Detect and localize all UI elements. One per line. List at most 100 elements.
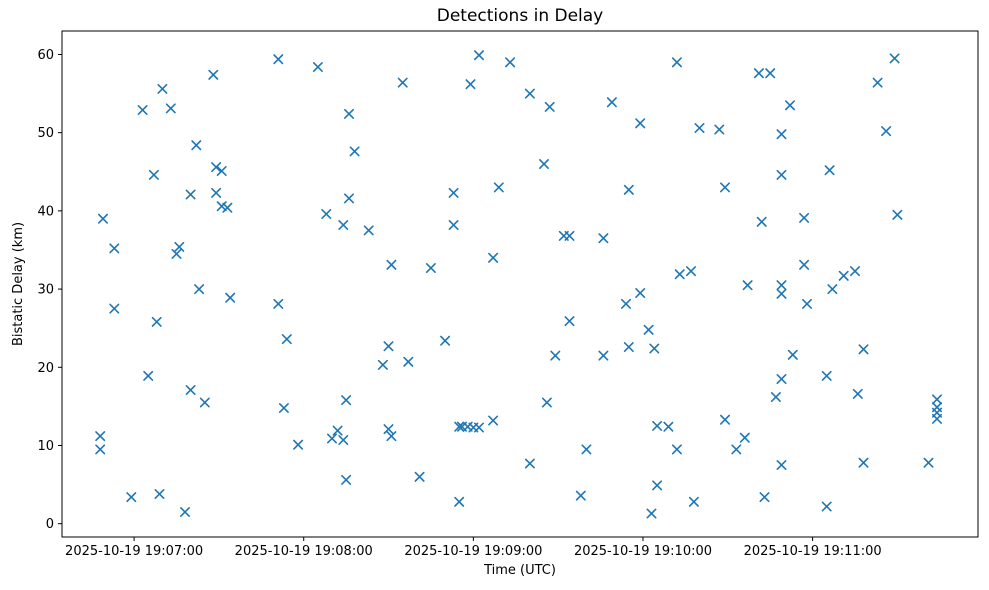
- data-point-marker: [414, 471, 425, 482]
- data-point-marker: [858, 344, 869, 355]
- x-axis-ticks: 2025-10-19 19:07:00 2025-10-19 19:08:00 20…: [65, 537, 882, 559]
- data-point-marker: [765, 68, 776, 79]
- y-tick-label: 30: [37, 283, 54, 298]
- data-point-marker: [95, 431, 106, 442]
- data-point-marker: [799, 212, 810, 223]
- data-point-marker: [776, 129, 787, 140]
- data-point-marker: [154, 489, 165, 499]
- data-point-marker: [881, 126, 892, 137]
- data-point-marker: [474, 422, 484, 433]
- data-point-marker: [208, 69, 219, 80]
- data-point-marker: [344, 193, 354, 204]
- x-axis-label: Time (UTC): [483, 563, 556, 578]
- data-point-marker: [646, 508, 657, 519]
- y-axis-ticks: 0 10 20 30 40 50 60: [37, 48, 62, 532]
- data-point-marker: [341, 395, 352, 406]
- data-points: [95, 50, 942, 519]
- data-point-marker: [349, 146, 360, 157]
- y-tick-label: 60: [37, 48, 54, 63]
- data-point-marker: [671, 57, 682, 68]
- data-point-marker: [621, 298, 631, 309]
- data-point-marker: [524, 458, 535, 469]
- data-point-marker: [126, 492, 137, 503]
- data-point-marker: [185, 189, 196, 200]
- data-point-marker: [273, 54, 284, 65]
- data-point-marker: [799, 259, 810, 270]
- data-point-marker: [109, 303, 120, 314]
- data-point-marker: [858, 457, 869, 468]
- data-point-marker: [739, 432, 750, 443]
- data-point-marker: [635, 288, 646, 298]
- y-axis-label: Bistatic Delay (km): [11, 222, 26, 346]
- data-point-marker: [95, 444, 106, 455]
- data-point-marker: [465, 79, 476, 90]
- data-point-marker: [174, 241, 185, 252]
- data-point-marker: [493, 182, 504, 193]
- data-point-marker: [731, 444, 742, 455]
- data-point-marker: [776, 169, 787, 180]
- chart-title: Detections in Delay: [437, 6, 604, 26]
- data-point-marker: [386, 259, 397, 270]
- data-point-marker: [165, 103, 176, 114]
- data-point-marker: [663, 421, 674, 432]
- data-point-marker: [143, 370, 154, 381]
- data-point-marker: [338, 435, 349, 445]
- data-point-marker: [448, 187, 459, 198]
- data-point-marker: [338, 220, 349, 230]
- data-point-marker: [383, 424, 394, 435]
- data-point-marker: [185, 385, 196, 395]
- data-point-marker: [564, 230, 575, 241]
- x-tick-label: 2025-10-19 19:10:00: [574, 544, 712, 559]
- data-point-marker: [759, 492, 770, 503]
- x-tick-label: 2025-10-19 19:08:00: [235, 544, 373, 559]
- data-point-marker: [448, 220, 459, 230]
- data-point-marker: [756, 216, 767, 227]
- data-point-marker: [850, 266, 860, 277]
- data-point-marker: [148, 169, 159, 180]
- data-point-marker: [821, 370, 832, 381]
- data-point-marker: [623, 184, 634, 195]
- data-point-marker: [222, 202, 233, 213]
- data-point-marker: [827, 284, 838, 295]
- data-point-marker: [606, 97, 617, 108]
- data-point-marker: [199, 397, 210, 408]
- data-point-marker: [454, 421, 465, 432]
- x-tick-label: 2025-10-19 19:07:00: [65, 544, 203, 559]
- data-point-marker: [386, 431, 397, 442]
- data-point-marker: [564, 316, 575, 327]
- data-point-marker: [151, 316, 162, 327]
- data-point-marker: [649, 343, 660, 354]
- data-point-marker: [397, 77, 408, 88]
- data-point-marker: [821, 501, 832, 512]
- data-point-marker: [742, 280, 753, 291]
- data-point-marker: [332, 425, 343, 436]
- data-point-marker: [872, 77, 883, 88]
- data-point-marker: [686, 266, 696, 277]
- data-point-marker: [216, 166, 227, 176]
- data-point-marker: [273, 298, 284, 309]
- data-point-marker: [454, 496, 465, 507]
- data-point-marker: [344, 108, 354, 119]
- data-point-marker: [383, 341, 394, 352]
- data-point-marker: [312, 62, 323, 72]
- data-point-marker: [720, 414, 730, 425]
- data-point-marker: [544, 101, 555, 112]
- data-point-marker: [180, 507, 190, 517]
- data-point-marker: [194, 284, 205, 295]
- data-point-marker: [694, 123, 705, 133]
- data-point-marker: [293, 439, 304, 450]
- data-point-marker: [281, 334, 292, 345]
- data-point-marker: [157, 83, 168, 94]
- data-point-marker: [776, 460, 787, 470]
- y-tick-label: 20: [37, 361, 54, 376]
- data-point-marker: [674, 269, 685, 280]
- data-point-marker: [785, 100, 795, 111]
- data-point-marker: [171, 248, 182, 259]
- data-point-marker: [216, 201, 227, 212]
- data-point-marker: [440, 335, 451, 346]
- data-point-marker: [505, 57, 516, 68]
- data-point-marker: [109, 243, 120, 254]
- data-point-marker: [932, 394, 942, 405]
- data-point-marker: [211, 162, 222, 173]
